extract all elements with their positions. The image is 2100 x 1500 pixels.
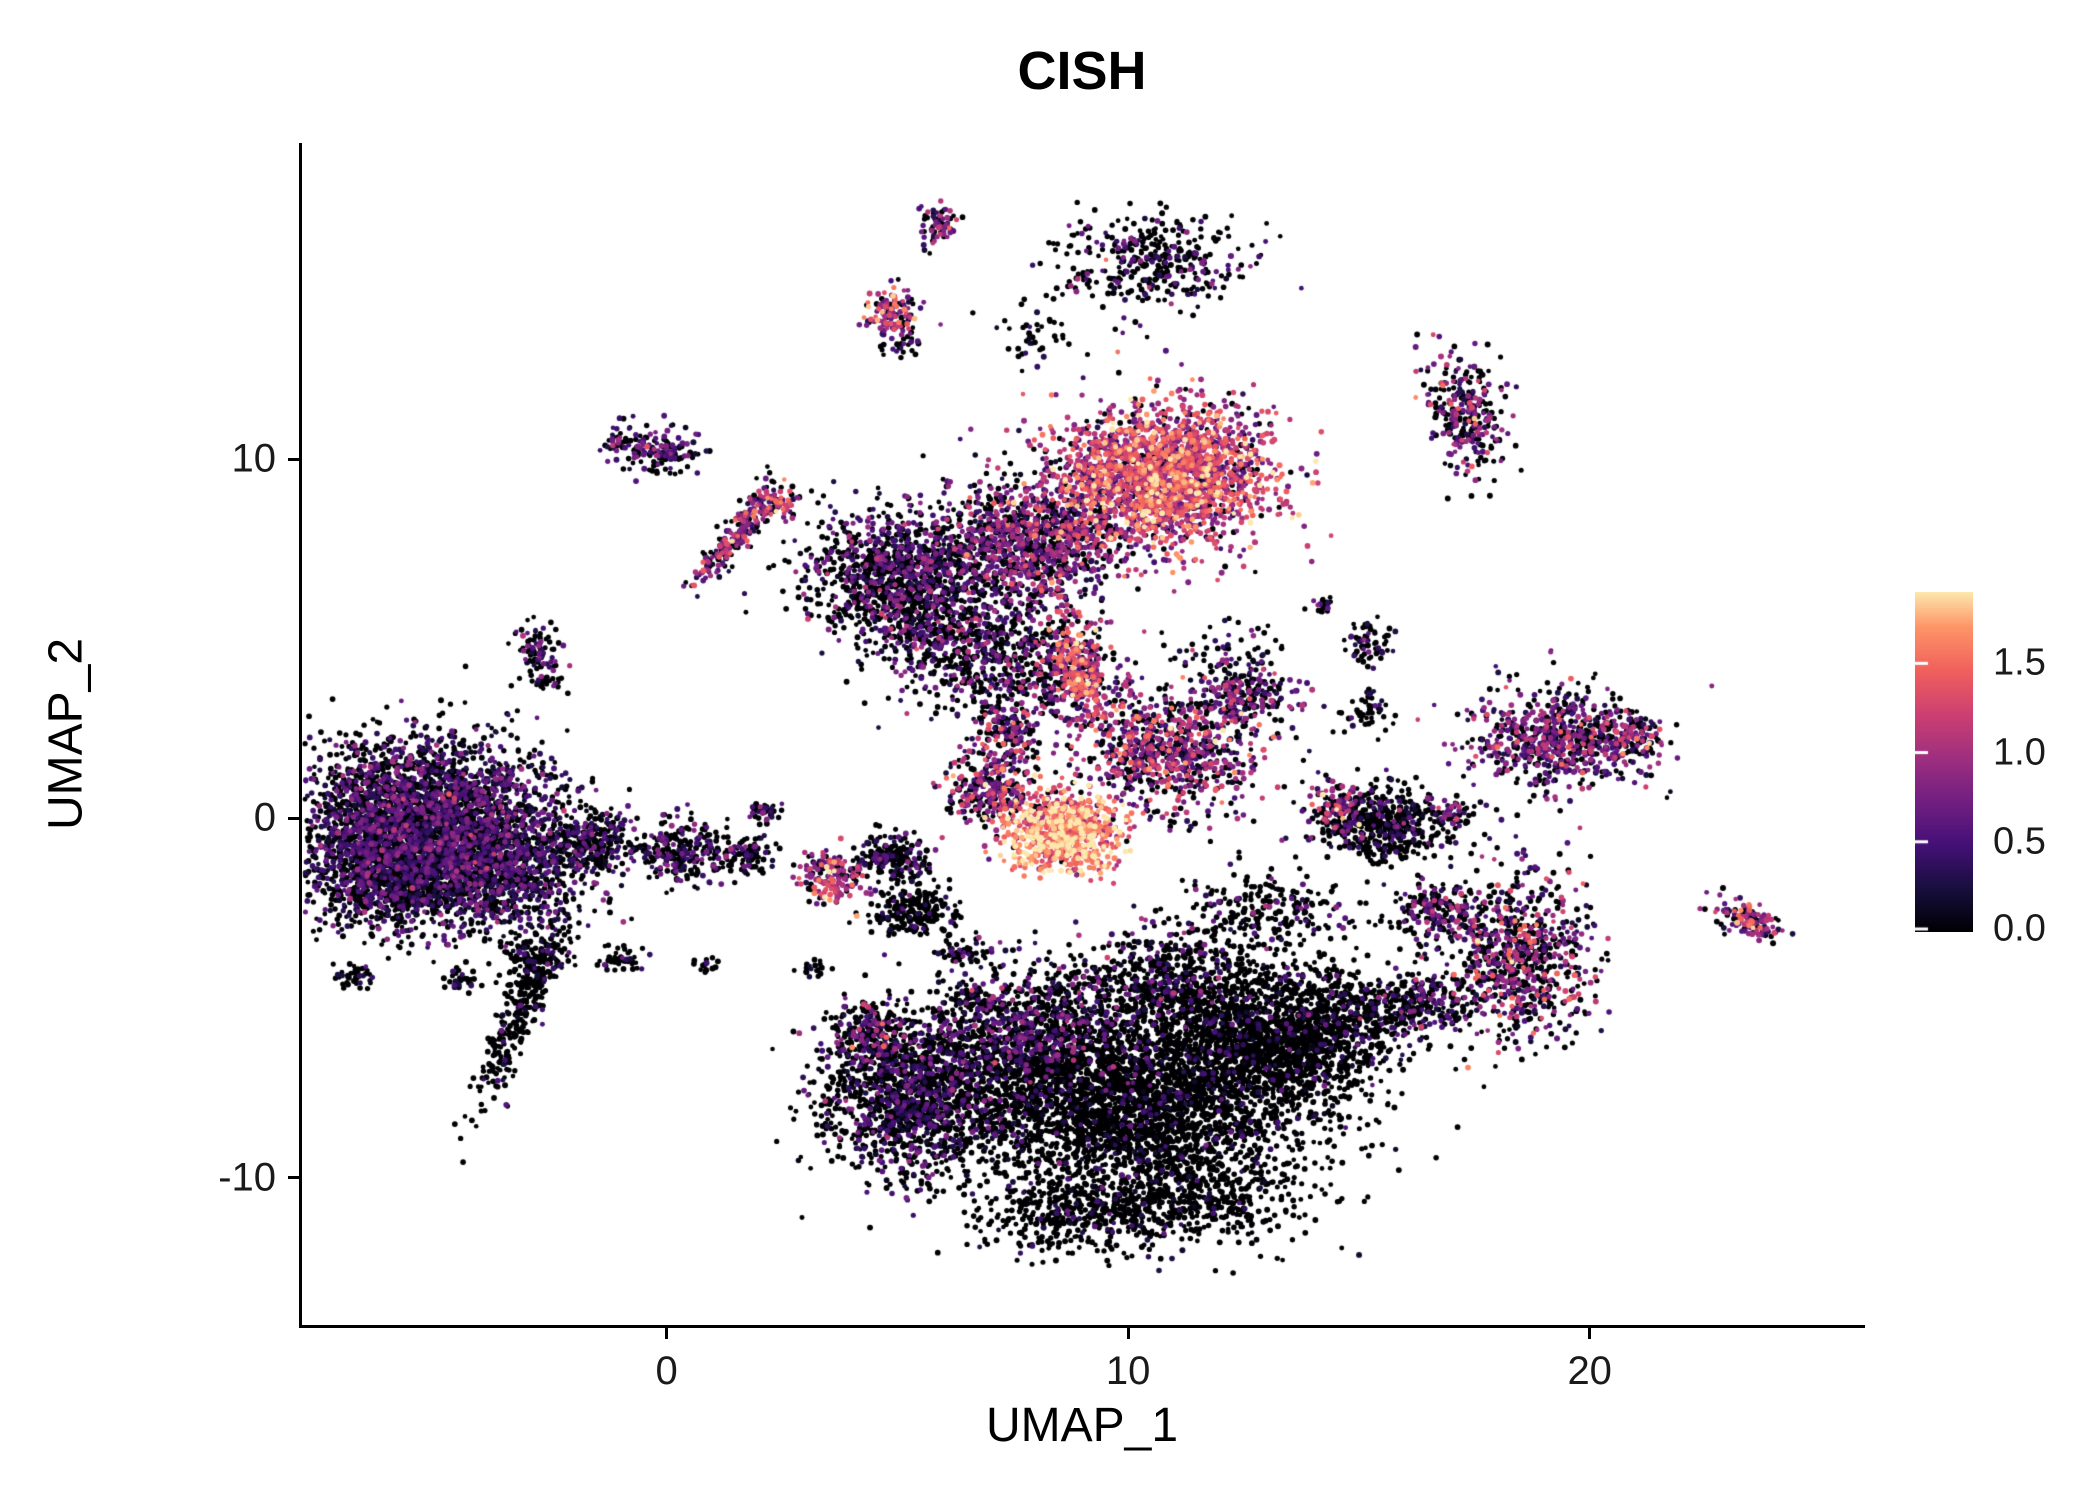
x-axis-label: UMAP_1 [985,1399,1179,1452]
chart-title: CISH [1017,41,1147,101]
y-axis-line [299,143,302,1328]
x-axis-line [299,1325,1865,1328]
legend-colorbar-canvas [1915,592,1973,932]
y-axis-label: UMAP_2 [39,637,93,831]
